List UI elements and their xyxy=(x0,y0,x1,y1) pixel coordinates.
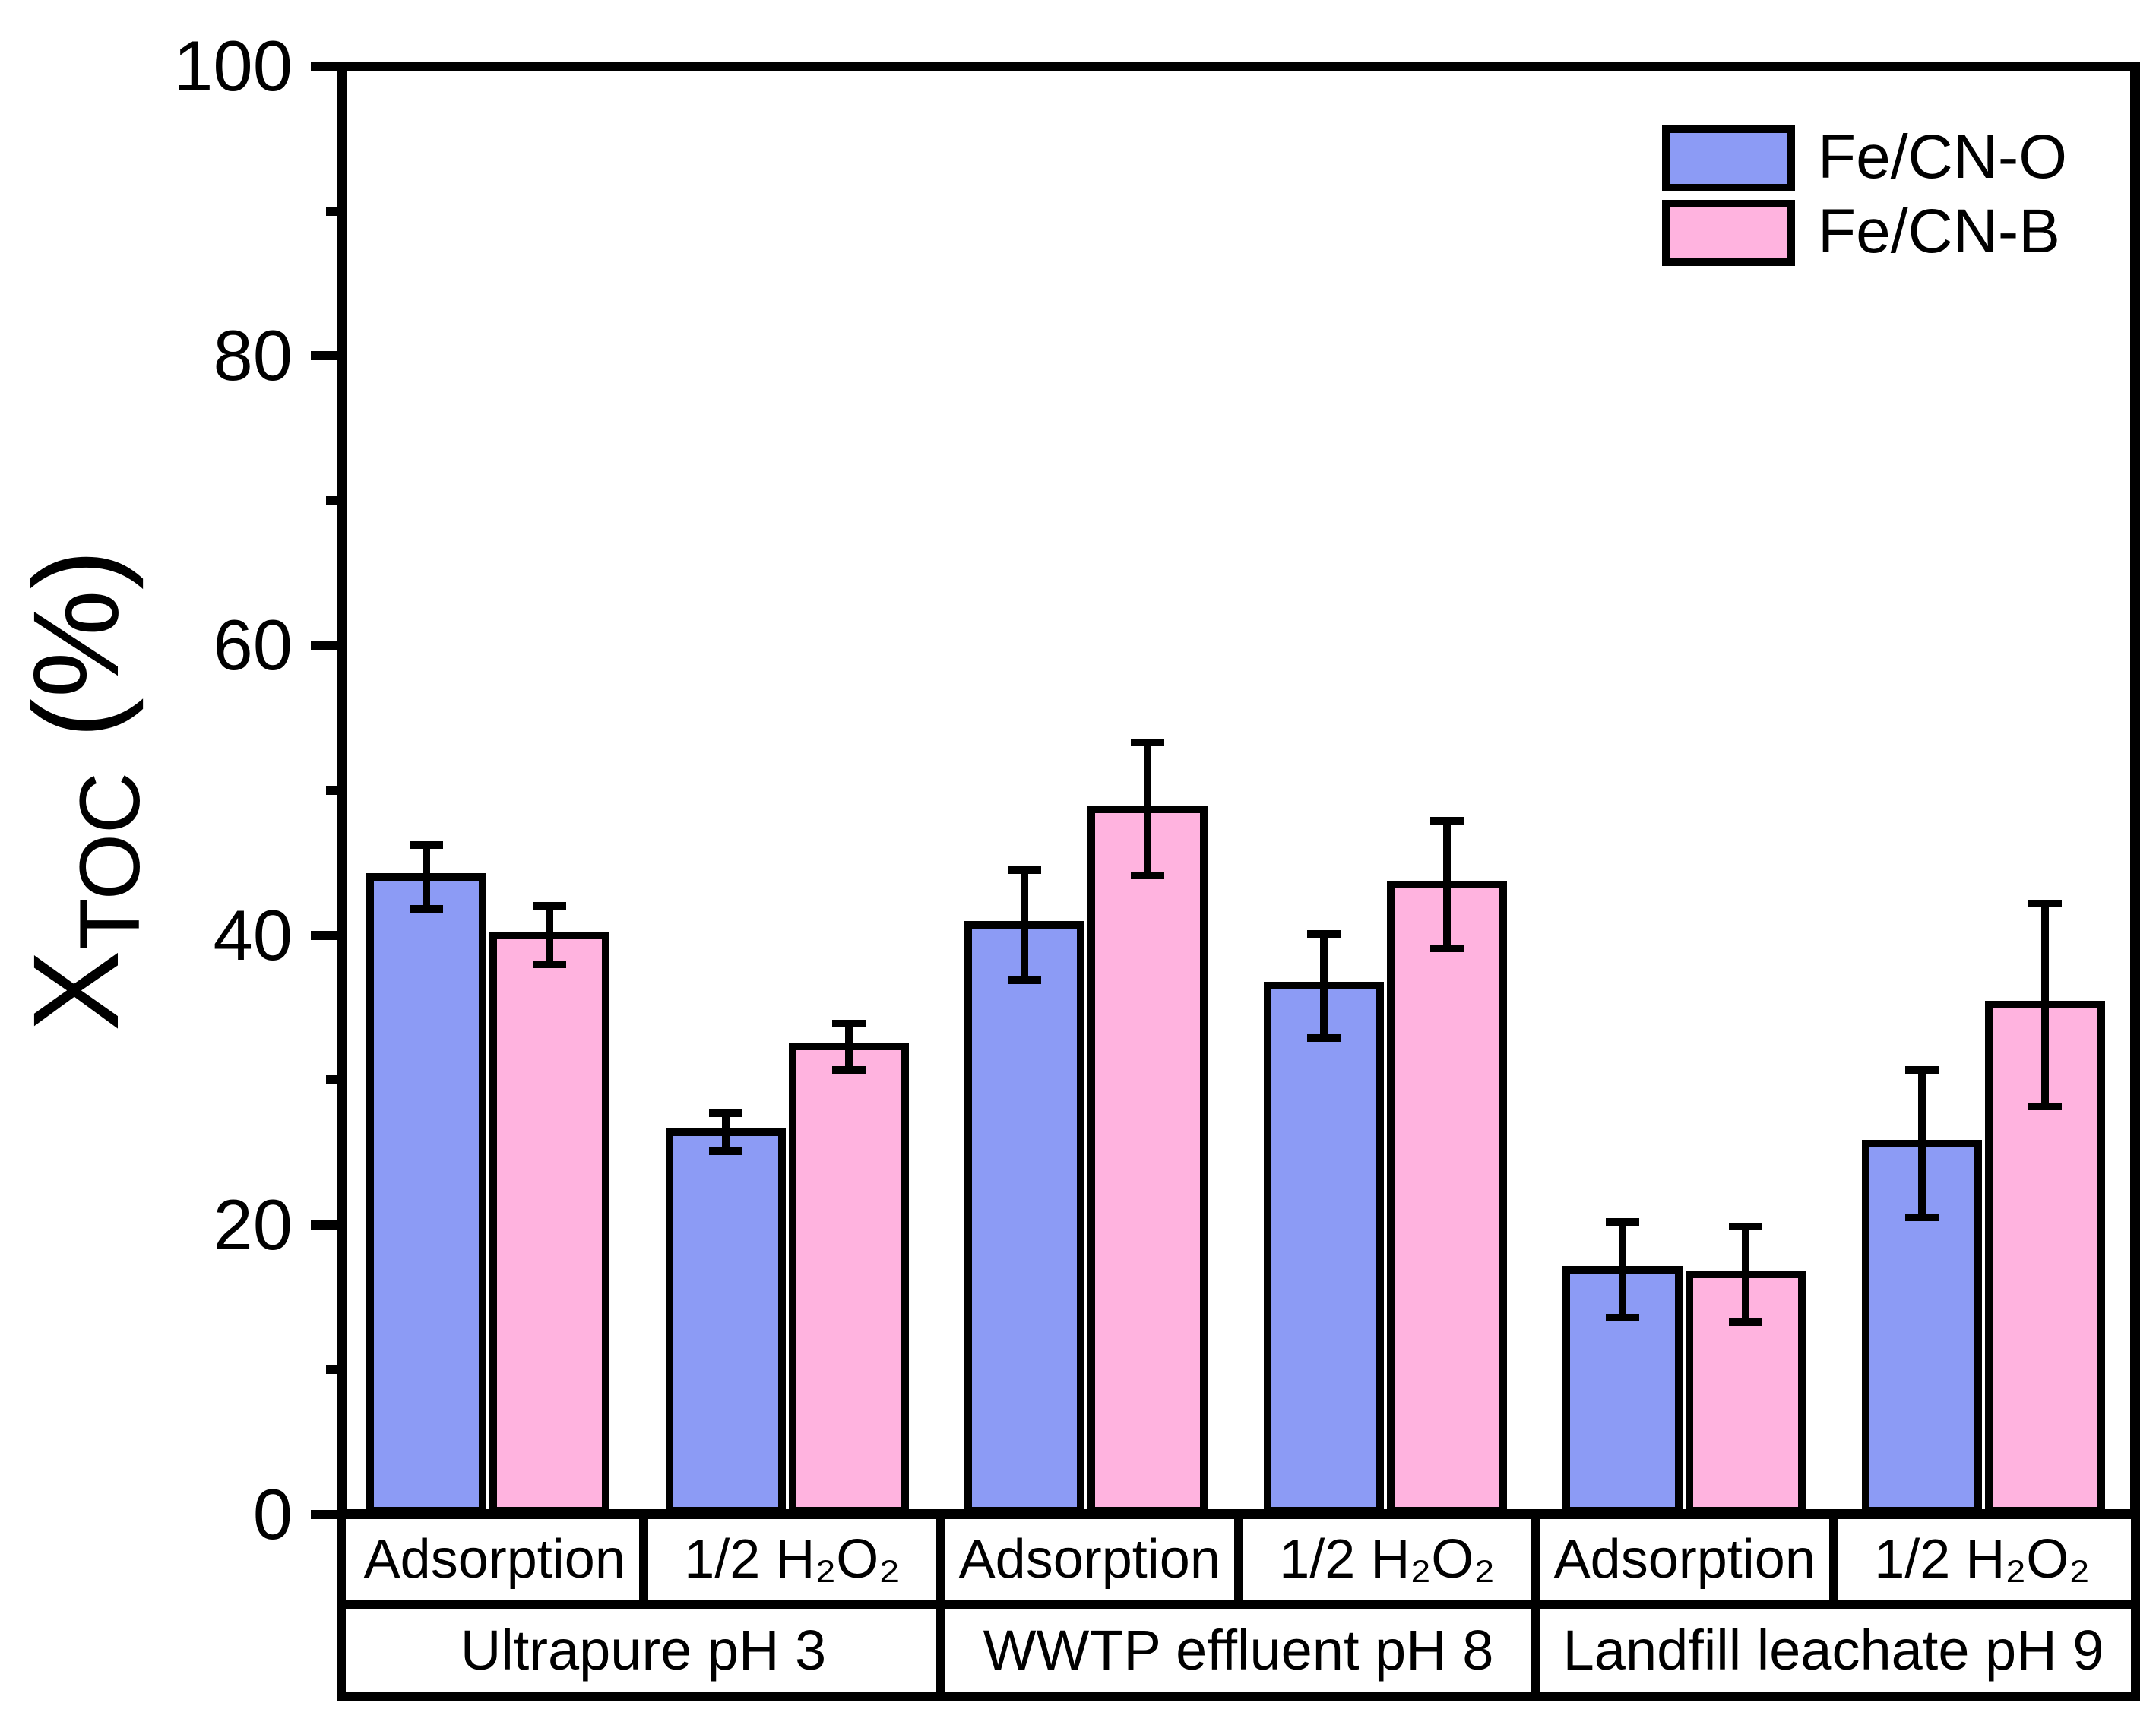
condition-cell-divider xyxy=(1233,1519,1243,1600)
y-minor-tick xyxy=(326,206,341,216)
error-bar-cap-top xyxy=(2028,899,2062,907)
legend-label: Fe/CN-B xyxy=(1818,197,2060,266)
matrix-cell-divider xyxy=(1531,1609,1540,1692)
error-bar-cap-bottom xyxy=(533,960,566,968)
error-bar-cap-top xyxy=(410,841,443,850)
error-bar-cap-top xyxy=(1904,1065,1939,1074)
y-tick-label: 0 xyxy=(252,1474,293,1554)
bar-fe-cn-o xyxy=(964,921,1084,1515)
error-bar-cap-top xyxy=(1008,866,1041,874)
matrix-cell-label: Ultrapure pH 3 xyxy=(460,1619,827,1682)
y-minor-tick xyxy=(326,495,341,505)
bar-fe-cn-o xyxy=(366,873,486,1515)
bar-fe-cn-b xyxy=(788,1043,909,1515)
y-tick-label: 20 xyxy=(213,1184,293,1264)
error-bar-cap-top xyxy=(533,902,566,910)
error-bar-cap-bottom xyxy=(1131,872,1164,880)
bar-fe-cn-o xyxy=(1861,1140,1982,1515)
error-bar-line xyxy=(1144,742,1151,876)
bar-fe-cn-b xyxy=(1386,880,1507,1515)
condition-cell-divider xyxy=(1531,1519,1540,1600)
legend-label: Fe/CN-O xyxy=(1818,122,2067,191)
condition-cell-divider xyxy=(936,1519,945,1600)
error-bar-cap-top xyxy=(1606,1217,1639,1226)
y-major-tick xyxy=(311,930,341,940)
error-bar-cap-bottom xyxy=(1008,976,1041,984)
y-minor-tick xyxy=(326,786,341,795)
y-major-tick xyxy=(311,641,341,650)
error-bar-cap-bottom xyxy=(708,1147,742,1155)
condition-cell-divider xyxy=(1828,1519,1838,1600)
y-tick-label: 40 xyxy=(213,894,293,975)
error-bar-line xyxy=(1742,1226,1749,1322)
bar-fe-cn-b xyxy=(489,931,609,1515)
error-bar-cap-bottom xyxy=(2028,1102,2062,1110)
condition-cell-divider xyxy=(638,1519,648,1600)
matrix-row: Ultrapure pH 3 WWTP effluent pH 8 Landfill… xyxy=(337,1600,2140,1701)
condition-cell-label: Adsorption xyxy=(958,1529,1220,1590)
condition-cell-label: 1/2 H₂O₂ xyxy=(684,1529,901,1590)
matrix-cell-label: WWTP effluent pH 8 xyxy=(983,1619,1494,1682)
bar-fe-cn-o xyxy=(1263,982,1384,1515)
y-tick-label: 80 xyxy=(213,315,293,396)
condition-row: Adsorption 1/2 H₂O₂ Adsorption 1/2 H₂O₂ Adso… xyxy=(337,1510,2140,1609)
y-major-tick xyxy=(311,351,341,361)
error-bar-cap-top xyxy=(1131,739,1164,747)
bar-fe-cn-o xyxy=(665,1128,786,1515)
error-bar-cap-bottom xyxy=(831,1065,866,1074)
y-minor-tick xyxy=(326,1075,341,1085)
error-bar-cap-top xyxy=(1429,817,1464,825)
legend-swatch-fe-cn-b xyxy=(1662,200,1795,266)
error-bar-cap-top xyxy=(831,1019,866,1027)
error-bar-line xyxy=(546,906,553,964)
bar-fe-cn-b xyxy=(1087,805,1208,1515)
legend-swatch-fe-cn-o xyxy=(1662,125,1795,191)
error-bar-line xyxy=(1619,1221,1626,1318)
y-major-tick xyxy=(311,62,341,71)
y-minor-tick xyxy=(326,1365,341,1375)
error-bar-line xyxy=(423,845,430,910)
error-bar-line xyxy=(721,1113,730,1151)
error-bar-line xyxy=(844,1023,853,1070)
condition-cell-label: 1/2 H₂O₂ xyxy=(1874,1529,2091,1590)
y-tick-label: 100 xyxy=(173,26,293,106)
error-bar-cap-top xyxy=(1729,1222,1762,1230)
error-bar-line xyxy=(1917,1069,1926,1218)
matrix-cell-label: Landfill leachate pH 9 xyxy=(1562,1619,2104,1682)
error-bar-line xyxy=(2040,903,2049,1106)
error-bar-line xyxy=(1021,869,1028,980)
error-bar-cap-bottom xyxy=(410,905,443,913)
error-bar-cap-bottom xyxy=(1306,1033,1341,1042)
error-bar-cap-bottom xyxy=(1606,1313,1639,1321)
error-bar-cap-top xyxy=(1306,929,1341,938)
error-bar-cap-bottom xyxy=(1729,1318,1762,1326)
matrix-cell-divider xyxy=(936,1609,945,1692)
y-tick-label: 60 xyxy=(213,605,293,685)
y-major-tick xyxy=(311,1220,341,1230)
condition-cell-label: 1/2 H₂O₂ xyxy=(1279,1529,1496,1590)
error-bar-cap-bottom xyxy=(1904,1214,1939,1222)
condition-cell-label: Adsorption xyxy=(1553,1529,1816,1590)
error-bar-cap-top xyxy=(708,1109,742,1118)
y-major-tick xyxy=(311,1510,341,1519)
error-bar-line xyxy=(1319,933,1328,1038)
condition-cell-label: Adsorption xyxy=(363,1529,625,1590)
error-bar-line xyxy=(1442,821,1451,948)
error-bar-cap-bottom xyxy=(1429,944,1464,952)
